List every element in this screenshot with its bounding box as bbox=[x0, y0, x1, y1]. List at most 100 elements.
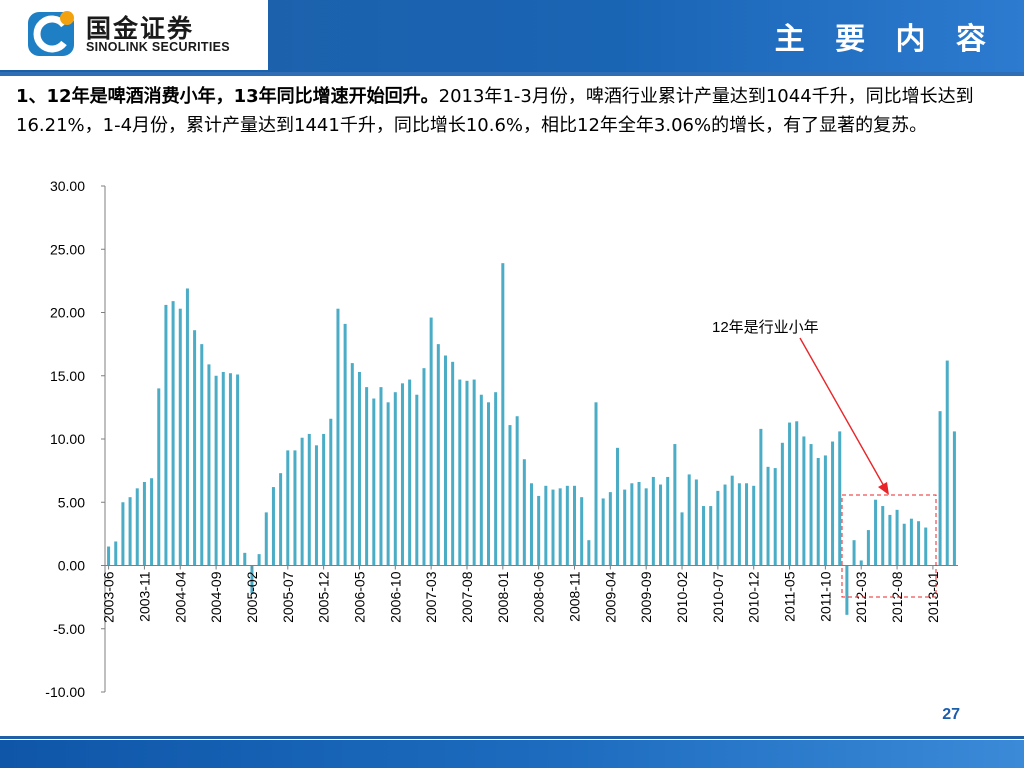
chart-bar bbox=[544, 485, 548, 566]
chart-bar bbox=[501, 263, 505, 566]
chart-bar bbox=[608, 492, 612, 566]
chart-bar bbox=[694, 479, 698, 566]
chart-bar bbox=[293, 450, 297, 566]
header-bar: 国金证券 SINOLINK SECURITIES 主 要 内 容 bbox=[0, 0, 1024, 72]
chart-bar bbox=[436, 344, 440, 566]
y-tick-label: 20.00 bbox=[50, 305, 85, 321]
chart-bar bbox=[350, 363, 354, 566]
chart-bar bbox=[809, 444, 813, 566]
chart-bar bbox=[558, 488, 562, 566]
x-tick-label: 2011-05 bbox=[782, 571, 798, 622]
chart-bar bbox=[178, 308, 182, 566]
chart-bar bbox=[128, 497, 132, 566]
x-tick-label: 2008-01 bbox=[495, 571, 511, 623]
chart-bar bbox=[422, 368, 426, 566]
chart-bar bbox=[823, 455, 827, 566]
chart-bar bbox=[415, 394, 419, 566]
x-tick-label: 2009-09 bbox=[638, 571, 654, 623]
chart-bar bbox=[228, 373, 232, 566]
chart-bar bbox=[522, 459, 526, 566]
x-tick-label: 2009-04 bbox=[602, 571, 618, 623]
x-tick-label: 2005-02 bbox=[244, 571, 260, 623]
chart-bar bbox=[565, 485, 569, 566]
x-tick-label: 2007-03 bbox=[423, 571, 439, 623]
chart-bar bbox=[637, 482, 641, 566]
beer-production-growth-chart: 30.00 25.00 20.00 15.00 10.00 5.00 0.00 -5.00 -1… bbox=[45, 178, 958, 700]
chart-bar bbox=[709, 506, 713, 566]
x-tick-label: 2005-07 bbox=[280, 571, 296, 623]
chart-bar bbox=[515, 416, 519, 566]
chart-bar bbox=[400, 383, 404, 566]
x-tick-label: 2010-07 bbox=[710, 571, 726, 623]
chart-bar bbox=[952, 431, 956, 566]
chart-bar bbox=[759, 428, 763, 566]
chart-bar bbox=[494, 392, 498, 566]
chart-bar bbox=[788, 422, 792, 566]
chart-bar bbox=[859, 560, 863, 566]
chart-bar bbox=[666, 476, 670, 566]
chart-bar bbox=[408, 379, 412, 566]
x-tick-label: 2011-10 bbox=[817, 571, 833, 622]
chart-bar bbox=[730, 475, 734, 566]
chart-bar bbox=[451, 361, 455, 566]
logo-english-name: SINOLINK SECURITIES bbox=[86, 40, 230, 54]
chart-bar bbox=[107, 546, 111, 566]
chart-bar bbox=[580, 497, 584, 566]
chart-bar bbox=[257, 554, 261, 566]
x-tick-label: 2007-08 bbox=[459, 571, 475, 623]
chart-bar bbox=[372, 398, 376, 566]
chart-bar bbox=[114, 541, 118, 566]
chart-bar bbox=[895, 509, 899, 566]
x-tick-label: 2010-12 bbox=[746, 571, 762, 623]
logo: 国金证券 SINOLINK SECURITIES bbox=[0, 0, 268, 70]
chart-bar bbox=[479, 394, 483, 566]
chart-bar bbox=[185, 288, 189, 566]
chart-bar bbox=[644, 488, 648, 566]
chart-bar bbox=[816, 457, 820, 566]
chart-bar bbox=[529, 483, 533, 566]
chart-bar bbox=[752, 485, 756, 566]
chart-bar bbox=[737, 483, 741, 566]
chart-bar bbox=[838, 431, 842, 566]
chart-bar bbox=[881, 506, 885, 566]
chart-bar bbox=[300, 437, 304, 566]
y-tick-label: 10.00 bbox=[50, 431, 85, 447]
y-tick-label: 15.00 bbox=[50, 368, 85, 384]
x-tick-label: 2010-02 bbox=[674, 571, 690, 623]
chart-bar bbox=[616, 447, 620, 566]
chart-bar bbox=[587, 540, 591, 566]
chart-bar bbox=[142, 482, 146, 566]
x-tick-label: 2008-11 bbox=[567, 571, 583, 622]
chart-bar bbox=[458, 379, 462, 566]
chart-bar bbox=[687, 474, 691, 566]
x-tick-label: 2004-09 bbox=[208, 571, 224, 623]
chart-bar bbox=[443, 355, 447, 566]
chart-bar bbox=[336, 308, 340, 566]
y-tick-label: -10.00 bbox=[45, 684, 85, 700]
chart-bar bbox=[135, 488, 139, 566]
chart-bar bbox=[845, 565, 849, 615]
chart-bar bbox=[250, 565, 254, 594]
chart-bar bbox=[623, 489, 627, 566]
chart-bar bbox=[938, 411, 942, 566]
chart-bar bbox=[243, 552, 247, 566]
footer-stripe bbox=[0, 736, 1024, 739]
chart-bar bbox=[745, 483, 749, 566]
x-tick-label: 2006-10 bbox=[387, 571, 403, 623]
chart-bar bbox=[236, 374, 240, 566]
chart-bar bbox=[429, 317, 433, 566]
chart-bar bbox=[909, 518, 913, 566]
chart-bar bbox=[888, 514, 892, 566]
y-tick-label: 30.00 bbox=[50, 178, 85, 194]
chart-bar bbox=[164, 304, 168, 566]
chart-bar bbox=[902, 523, 906, 566]
body-bold-lead: 1、12年是啤酒消费小年，13年同比增速开始回升。 bbox=[16, 86, 439, 107]
chart-bar bbox=[264, 512, 268, 566]
chart-bar bbox=[874, 499, 878, 566]
chart-bar bbox=[537, 495, 541, 566]
chart-bar bbox=[307, 433, 311, 566]
chart-bar bbox=[357, 371, 361, 566]
x-tick-label: 2006-05 bbox=[352, 571, 368, 623]
y-tick-label: -5.00 bbox=[53, 621, 85, 637]
x-tick-label: 2005-12 bbox=[316, 571, 332, 623]
